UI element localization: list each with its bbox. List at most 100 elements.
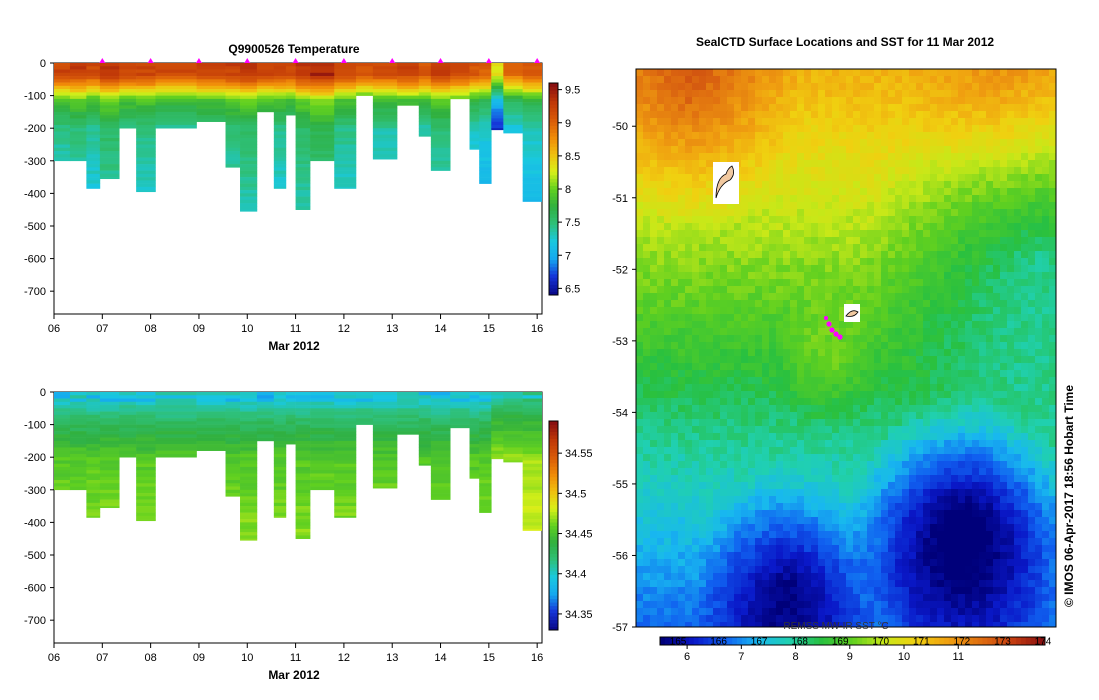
salinity-cell: [522, 392, 542, 396]
sst-cell: [1049, 125, 1056, 133]
salinity-ytick-label: -500: [24, 550, 46, 562]
sst-cell: [804, 216, 812, 224]
sst-cell: [1000, 419, 1008, 427]
sst-cell: [776, 111, 784, 119]
temperature-cell: [430, 108, 451, 113]
temperature-cell: [136, 105, 156, 109]
sst-cell: [958, 118, 966, 126]
sst-cell: [804, 83, 812, 91]
salinity-xtick-label: 15: [483, 652, 495, 664]
sst-cell: [888, 440, 896, 448]
sst-cell: [1049, 209, 1056, 217]
salinity-cell: [418, 434, 432, 438]
temperature-cell: [310, 134, 335, 139]
sst-cell: [664, 377, 672, 385]
sst-cell: [650, 125, 658, 133]
salinity-cell: [69, 473, 87, 478]
salinity-cell: [479, 395, 492, 399]
salinity-cell: [240, 444, 258, 448]
sst-cell: [1049, 69, 1056, 77]
sst-cell: [762, 307, 770, 315]
sst-cell: [853, 139, 861, 147]
sst-cell: [825, 90, 833, 98]
sst-cell: [643, 160, 651, 168]
sst-cell: [951, 426, 959, 434]
sst-cell: [937, 188, 945, 196]
sst-cell: [888, 146, 896, 154]
sst-cell: [643, 321, 651, 329]
sst-cell: [1049, 174, 1056, 182]
salinity-cell: [225, 470, 241, 474]
sst-cell: [1000, 195, 1008, 203]
temperature-cell: [99, 82, 120, 87]
salinity-cell: [240, 493, 258, 497]
sst-cell: [713, 202, 721, 210]
temperature-cell: [522, 79, 542, 83]
sst-cell: [720, 223, 728, 231]
salinity-cell: [522, 424, 542, 429]
sst-cell: [685, 314, 693, 322]
temperature-cell: [295, 124, 311, 129]
salinity-cell: [86, 480, 101, 484]
sst-cell: [664, 321, 672, 329]
temperature-colorbar-swatch: [549, 136, 558, 141]
sst-cell: [979, 188, 987, 196]
temperature-colorbar-swatch: [549, 97, 558, 102]
sst-cell: [1042, 195, 1050, 203]
sst-cell: [965, 160, 973, 168]
sst-cell: [818, 125, 826, 133]
sst-cell: [734, 370, 742, 378]
sst-cell: [706, 153, 714, 161]
sst-cell: [720, 391, 728, 399]
sst-cell: [811, 300, 819, 308]
sst-cell: [741, 405, 749, 413]
temperature-cell: [450, 95, 470, 100]
sst-cell: [755, 90, 763, 98]
sst-cell: [818, 174, 826, 182]
sst-cell: [944, 223, 952, 231]
sst-cell: [958, 265, 966, 273]
sst-cell: [734, 125, 742, 133]
sst-cell: [1028, 279, 1036, 287]
sst-cell: [1021, 377, 1029, 385]
temperature-cell: [99, 151, 120, 155]
sst-cell: [1021, 104, 1029, 112]
sst-cell: [678, 412, 686, 420]
sst-cell: [699, 405, 707, 413]
salinity-cell: [503, 453, 523, 458]
temperature-cell: [54, 131, 71, 136]
sst-cell: [923, 314, 931, 322]
sst-cell: [965, 132, 973, 140]
temperature-cell: [256, 95, 275, 100]
temperature-cell: [99, 85, 120, 90]
sst-cell: [965, 300, 973, 308]
temperature-cell: [136, 177, 156, 181]
temperature-cell: [54, 118, 71, 122]
sst-cell: [678, 153, 686, 161]
salinity-cell: [240, 502, 258, 507]
sst-cell: [1049, 90, 1056, 98]
sst-cell: [958, 230, 966, 238]
salinity-cell: [334, 440, 357, 445]
sst-cell: [720, 426, 728, 434]
temperature-cell: [240, 124, 258, 129]
sst-cell: [699, 370, 707, 378]
sst-cell: [937, 111, 945, 119]
temperature-cell: [225, 102, 241, 106]
sst-cell: [664, 419, 672, 427]
salinity-colorbar-swatch: [549, 476, 558, 481]
sst-cell: [825, 307, 833, 315]
sst-cell: [951, 377, 959, 385]
sst-cell: [902, 328, 910, 336]
sst-cell: [713, 104, 721, 112]
sst-cell: [1014, 258, 1022, 266]
salinity-cell: [430, 489, 451, 494]
sst-cell: [965, 188, 973, 196]
sst-cell: [636, 83, 644, 91]
temperature-cell: [503, 92, 523, 96]
salinity-cell: [119, 437, 137, 442]
temperature-cell: [430, 79, 451, 83]
salinity-cell: [119, 405, 137, 409]
sst-cell: [937, 104, 945, 112]
sst-cell: [1000, 90, 1008, 98]
